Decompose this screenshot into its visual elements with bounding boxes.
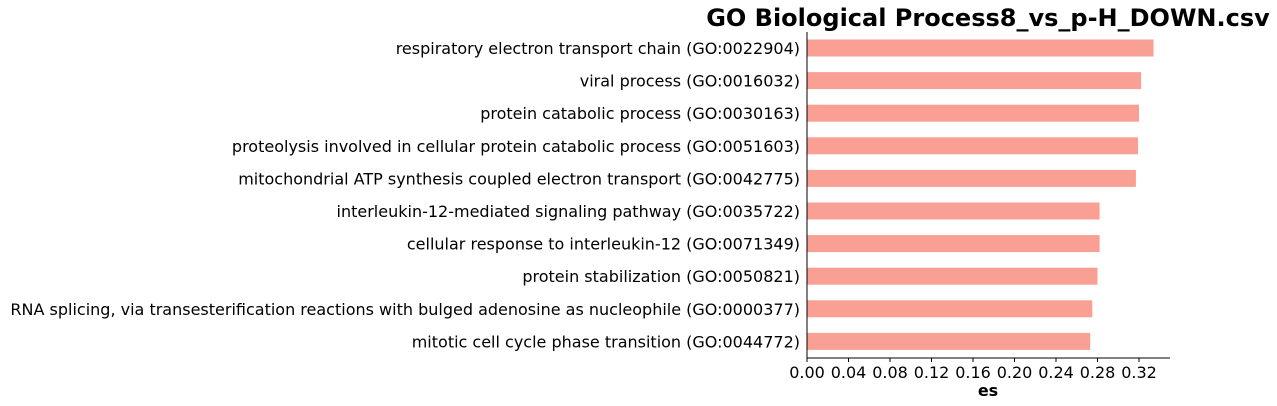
x-tick-label: 0.08: [872, 363, 908, 382]
bar: [807, 72, 1142, 90]
x-tick-label: 0.28: [1080, 363, 1116, 382]
chart-title: GO Biological Process8_vs_p-H_DOWN.csv: [706, 4, 1270, 32]
category-label: mitochondrial ATP synthesis coupled elec…: [238, 169, 800, 188]
category-label: RNA splicing, via transesterification re…: [10, 300, 800, 319]
bar: [807, 267, 1098, 285]
category-label: protein stabilization (GO:0050821): [522, 267, 800, 286]
x-tick-label: 0.16: [955, 363, 991, 382]
category-labels: respiratory electron transport chain (GO…: [10, 39, 800, 351]
bar: [807, 137, 1138, 155]
x-tick-label: 0.04: [831, 363, 867, 382]
x-ticks: 0.00 0.04 0.08 0.12 0.16 0.20 0.24 0.28 0.32: [789, 358, 1157, 382]
category-label: viral process (GO:0016032): [580, 72, 800, 91]
bar: [807, 332, 1091, 350]
x-axis-title: es: [978, 381, 998, 400]
category-label: respiratory electron transport chain (GO…: [396, 39, 800, 58]
category-label: protein catabolic process (GO:0030163): [480, 104, 800, 123]
x-tick-label: 0.24: [1038, 363, 1074, 382]
bar: [807, 300, 1093, 318]
category-label: interleukin-12-mediated signaling pathwa…: [337, 202, 800, 221]
bar: [807, 202, 1100, 220]
bars-group: [807, 39, 1154, 350]
bar: [807, 39, 1154, 57]
category-label: proteolysis involved in cellular protein…: [232, 137, 800, 156]
x-tick-label: 0.32: [1121, 363, 1157, 382]
bar: [807, 235, 1100, 253]
x-tick-label: 0.12: [914, 363, 950, 382]
x-tick-label: 0.20: [997, 363, 1033, 382]
bar: [807, 169, 1136, 187]
category-label: cellular response to interleukin-12 (GO:…: [407, 235, 800, 254]
bar: [807, 104, 1139, 122]
x-tick-label: 0.00: [789, 363, 825, 382]
category-label: mitotic cell cycle phase transition (GO:…: [412, 332, 800, 351]
